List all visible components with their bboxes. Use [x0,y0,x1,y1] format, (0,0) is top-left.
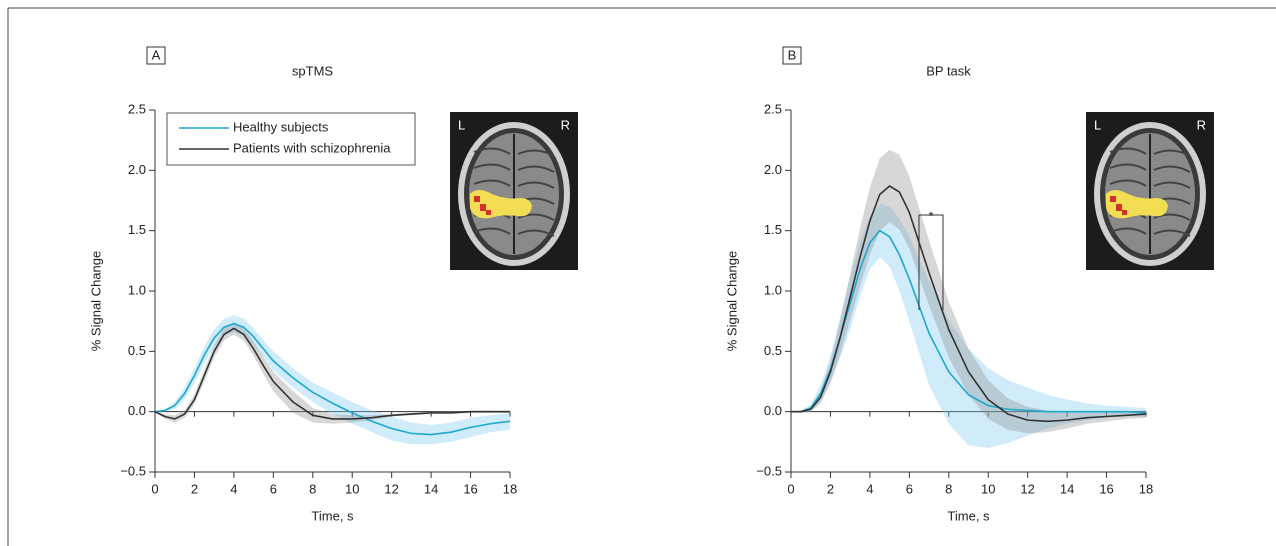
x-tick-label: 16 [1099,481,1113,496]
y-tick-label: 1.5 [128,222,146,237]
chart-title: spTMS [292,63,334,78]
image-label-left: L [1094,117,1101,132]
x-tick-label: 6 [906,481,913,496]
image-label-left: L [458,117,465,132]
significance-annotation: * [928,208,933,223]
activation-peak [1116,204,1122,211]
confidence-band [791,204,1146,448]
x-tick-label: 18 [1139,481,1153,496]
panel-label-box [782,46,802,65]
confidence-band [791,149,1146,434]
series-line [154,327,510,420]
brain-sulcus [473,147,555,157]
activation-peak [486,210,491,215]
y-tick-label: 2.5 [764,101,782,116]
x-tick-label: 4 [866,481,873,496]
x-tick-label: 10 [345,481,359,496]
y-tick-label: 0.5 [764,343,782,358]
y-tick-label: 1.0 [764,282,782,297]
x-tick-label: 8 [309,481,316,496]
x-tick-label: 4 [230,481,237,496]
activation-peak [474,196,480,202]
x-tick-label: 2 [191,481,198,496]
activation-peak [1122,210,1127,215]
x-tick-label: 8 [945,481,952,496]
x-tick-label: 0 [787,481,794,496]
brain-sulcus [1109,179,1191,189]
x-axis-label: Time, s [947,508,990,523]
chart-title: BP task [926,63,971,78]
x-tick-label: 0 [151,481,158,496]
activation-region [1106,190,1168,219]
y-axis-label: % Signal Change [724,251,739,351]
brain-sulcus [1109,227,1191,237]
y-tick-label: 2.5 [128,101,146,116]
brain-sulcus [1109,163,1191,173]
panel-label: A [152,47,161,62]
image-label-right: R [561,117,570,132]
activation-region [470,190,532,219]
x-tick-label: 16 [463,481,477,496]
y-tick-label: 0.5 [128,343,146,358]
x-tick-label: 14 [424,481,438,496]
brain-sulcus [473,163,555,173]
x-axis-label: Time, s [311,508,354,523]
activation-peak [480,204,486,211]
legend-label: Patients with schizophrenia [233,140,391,155]
panel-label: B [788,47,797,62]
y-tick-label: 0.0 [764,403,782,418]
y-tick-label: 1.5 [764,222,782,237]
x-tick-label: 18 [503,481,517,496]
y-tick-label: −0.5 [120,463,146,478]
y-axis-label: % Signal Change [88,251,103,351]
image-label-right: R [1197,117,1206,132]
x-tick-label: 12 [1020,481,1034,496]
x-tick-label: 12 [384,481,398,496]
y-tick-label: 1.0 [128,282,146,297]
x-tick-label: 6 [270,481,277,496]
confidence-band [155,315,510,445]
x-tick-label: 14 [1060,481,1074,496]
y-tick-label: 2.0 [764,162,782,177]
y-tick-label: −0.5 [756,463,782,478]
significance-bracket [918,214,944,310]
y-tick-label: 2.0 [128,162,146,177]
series-line [154,322,511,436]
legend-label: Healthy subjects [233,119,329,134]
brain-sulcus [473,227,555,237]
legend-box [166,112,416,166]
activation-peak [1110,196,1116,202]
y-tick-label: 0.0 [128,403,146,418]
brain-sulcus [1109,147,1191,157]
brain-sulcus [473,179,555,189]
panel-label-box [146,46,166,65]
series-line [791,185,1147,423]
x-tick-label: 10 [981,481,995,496]
x-tick-label: 2 [827,481,834,496]
